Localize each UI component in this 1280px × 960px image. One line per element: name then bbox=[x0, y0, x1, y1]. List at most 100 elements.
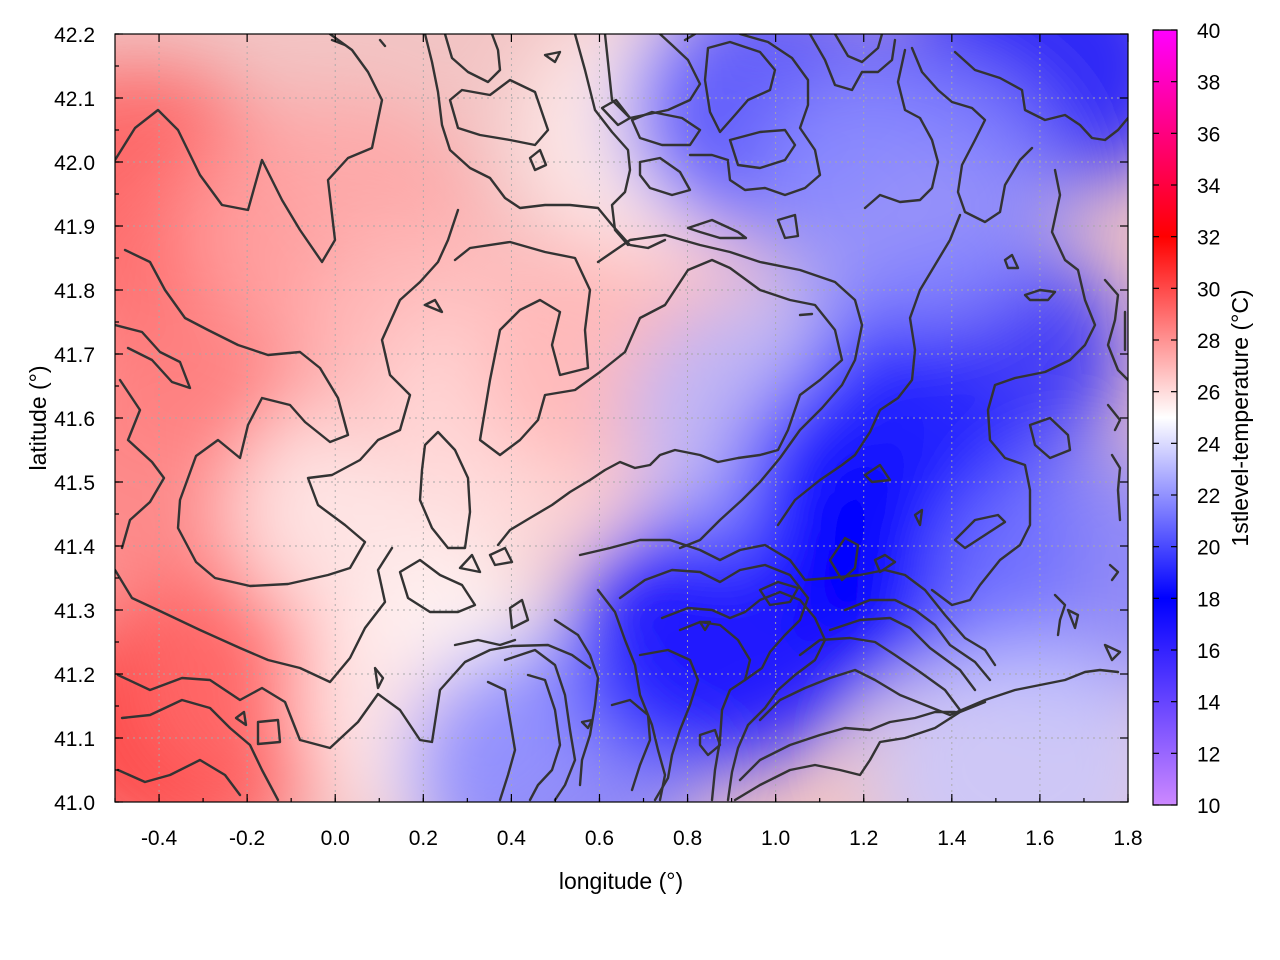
x-tick-label: 1.0 bbox=[761, 827, 790, 850]
contour-line bbox=[733, 700, 987, 802]
contour-line bbox=[1106, 403, 1122, 432]
y-tick-label: 41.3 bbox=[54, 600, 95, 623]
contour-line bbox=[726, 34, 822, 197]
colorbar-ticks: 10 12 14 16 18 20 22 24 26 28 30 32 34 36 38 40 bbox=[1153, 20, 1221, 818]
plot-area bbox=[115, 34, 1128, 802]
contour-line bbox=[398, 558, 477, 614]
y-tick-label: 41.9 bbox=[54, 216, 95, 239]
colorbar-tick-label: 26 bbox=[1197, 382, 1220, 405]
x-tick-label: 1.6 bbox=[1025, 827, 1054, 850]
contour-line bbox=[423, 298, 444, 314]
temperature-sample bbox=[934, 448, 1128, 708]
contour-line bbox=[738, 710, 957, 782]
contour-line bbox=[798, 636, 962, 712]
contour-line bbox=[1110, 453, 1122, 522]
contour-line bbox=[600, 98, 632, 127]
colorbar-tick-label: 16 bbox=[1197, 640, 1220, 663]
contour-line bbox=[578, 538, 997, 667]
y-tick-label: 42.0 bbox=[54, 152, 95, 175]
x-tick-label: 1.4 bbox=[937, 827, 967, 850]
contour-line bbox=[116, 758, 242, 797]
contour-line bbox=[486, 680, 517, 802]
x-tick-label: 0.0 bbox=[321, 827, 350, 850]
y-tick-label: 41.4 bbox=[54, 536, 95, 559]
contour-line bbox=[1103, 643, 1122, 662]
contour-line bbox=[123, 208, 460, 588]
colorbar-tick-label: 30 bbox=[1197, 278, 1220, 301]
contour-line bbox=[120, 698, 280, 802]
colorbar-tick-label: 28 bbox=[1197, 330, 1220, 353]
contour-line bbox=[115, 546, 394, 684]
contour-line bbox=[1053, 593, 1067, 637]
contour-line bbox=[330, 38, 347, 47]
colorbar-tick-label: 10 bbox=[1197, 795, 1220, 818]
contour-line bbox=[843, 598, 992, 682]
x-tick-label: 0.2 bbox=[409, 827, 438, 850]
contour-line bbox=[443, 34, 502, 84]
contour-line bbox=[798, 312, 814, 317]
y-tick-label: 41.1 bbox=[54, 728, 95, 751]
contour-line bbox=[453, 240, 844, 547]
colorbar-tick-label: 12 bbox=[1197, 743, 1220, 766]
contour-line bbox=[758, 580, 800, 607]
x-axis: -0.4 -0.2 0.0 0.2 0.4 0.6 0.8 1.0 1.2 1.4 1.6 1.8 bbox=[114, 34, 1143, 850]
contour-line bbox=[508, 598, 530, 630]
contour-line bbox=[863, 48, 940, 210]
contour-line bbox=[378, 38, 387, 48]
colorbar-tick-label: 14 bbox=[1197, 692, 1221, 715]
contour-line bbox=[453, 638, 517, 647]
contour-line bbox=[1103, 278, 1128, 382]
contour-line bbox=[686, 218, 748, 240]
colorbar-tick-label: 38 bbox=[1197, 72, 1220, 95]
y-tick-label: 41.8 bbox=[54, 280, 95, 303]
contour-line bbox=[698, 620, 712, 632]
colorbar-tick-label: 40 bbox=[1197, 20, 1220, 43]
contour-line bbox=[1028, 416, 1072, 460]
contour-line bbox=[1066, 608, 1080, 630]
x-tick-label: 0.4 bbox=[497, 827, 527, 850]
x-tick-label: 1.2 bbox=[849, 827, 878, 850]
contour-line bbox=[373, 666, 385, 690]
contour-line bbox=[503, 648, 577, 802]
colorbar-title: 1stlevel-temperature (°C) bbox=[1227, 289, 1253, 546]
y-tick-label: 41.6 bbox=[54, 408, 95, 431]
colorbar-tick-label: 18 bbox=[1197, 588, 1220, 611]
colorbar-tick-label: 32 bbox=[1197, 227, 1220, 250]
contour-line bbox=[573, 34, 632, 247]
x-tick-label: 0.6 bbox=[585, 827, 614, 850]
contour-line bbox=[630, 110, 702, 147]
x-tick-label: -0.2 bbox=[229, 827, 265, 850]
contour-line bbox=[758, 668, 1120, 722]
colorbar-tick-label: 34 bbox=[1197, 175, 1221, 198]
contour-line bbox=[698, 728, 722, 757]
y-tick-label: 42.1 bbox=[54, 88, 95, 111]
colorbar-tick-label: 20 bbox=[1197, 537, 1220, 560]
colorbar-tick-label: 24 bbox=[1197, 433, 1221, 456]
contour-line bbox=[256, 718, 282, 746]
contour-line bbox=[603, 34, 702, 120]
contour-line bbox=[776, 213, 800, 240]
contour-line bbox=[728, 128, 797, 170]
contour-lines bbox=[115, 34, 1128, 802]
contour-line bbox=[678, 620, 752, 682]
contour-line bbox=[1023, 288, 1057, 302]
contour-line bbox=[526, 673, 562, 802]
temperature-sample bbox=[757, 64, 1058, 324]
colorbar-tick-label: 36 bbox=[1197, 123, 1220, 146]
y-tick-label: 41.5 bbox=[54, 472, 95, 495]
y-axis-title: latitude (°) bbox=[25, 365, 51, 470]
colorbar: 10 12 14 16 18 20 22 24 26 28 30 32 34 36 38 40 1stleve… bbox=[1152, 20, 1253, 818]
contour-line bbox=[688, 153, 730, 162]
contour-line bbox=[115, 323, 192, 390]
x-tick-label: 0.8 bbox=[673, 827, 702, 850]
contour-line bbox=[953, 513, 1007, 550]
contour-line bbox=[828, 616, 977, 692]
temperature-sample bbox=[867, 640, 1128, 802]
x-axis-title: longitude (°) bbox=[559, 868, 683, 894]
contour-line bbox=[776, 213, 962, 527]
contour-line bbox=[115, 34, 384, 264]
contour-line bbox=[610, 698, 652, 792]
contour-line bbox=[660, 590, 827, 802]
contour-line bbox=[808, 34, 897, 92]
contour-line bbox=[234, 710, 248, 727]
